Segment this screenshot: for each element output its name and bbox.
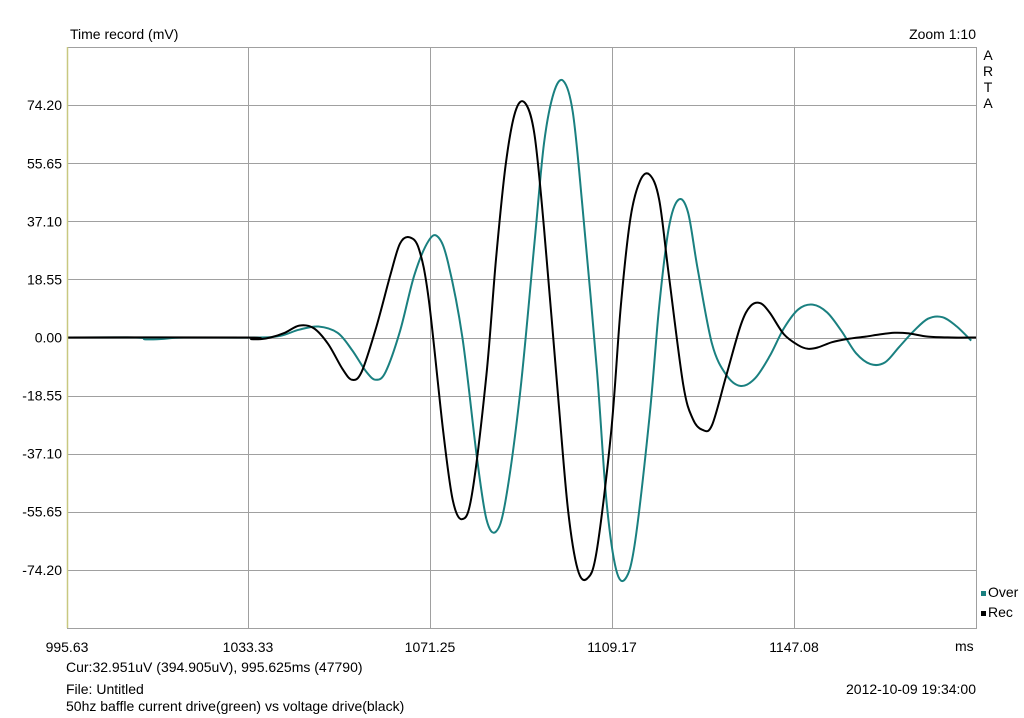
x-tick-label: 1109.17 — [587, 639, 637, 655]
y-tick-label: 0.00 — [35, 330, 62, 346]
y-tick-label: -18.55 — [22, 388, 62, 404]
brand-label: A R T A — [982, 47, 994, 111]
brand-letter: A — [983, 47, 993, 63]
file-name: File: Untitled — [66, 681, 144, 697]
x-axis-tick-labels: 995.63 1033.33 1071.25 1109.17 1147.08 — [46, 639, 819, 655]
x-axis-unit: ms — [955, 638, 974, 654]
legend-swatch-over — [981, 590, 986, 596]
zoom-label: Zoom 1:10 — [909, 26, 976, 42]
legend-label-rec: Rec — [988, 604, 1013, 620]
series-lines — [66, 78, 977, 583]
brand-letter: T — [983, 79, 993, 95]
x-tick-label: 1033.33 — [223, 639, 274, 655]
timestamp: 2012-10-09 19:34:00 — [846, 681, 976, 697]
y-tick-label: 55.65 — [27, 155, 62, 171]
brand-letter: A — [983, 95, 993, 111]
y-tick-label: -74.20 — [22, 562, 62, 578]
series-line-over — [66, 78, 972, 583]
measurement-note: 50hz baffle current drive(green) vs volt… — [66, 698, 405, 714]
legend-label-over: Over — [988, 584, 1019, 600]
legend-swatch-rec — [981, 610, 986, 616]
y-tick-label: 74.20 — [27, 97, 62, 113]
y-tick-label: 18.55 — [27, 271, 62, 287]
x-tick-label: 1071.25 — [405, 639, 456, 655]
chart-title: Time record (mV) — [70, 26, 179, 42]
y-axis-tick-labels: 74.20 55.65 37.10 18.55 0.00 -18.55 -37.10 -55.… — [22, 97, 62, 578]
y-tick-label: 37.10 — [27, 213, 62, 229]
cursor-readout: Cur:32.951uV (394.905uV), 995.625ms (477… — [66, 659, 363, 675]
brand-letter: R — [982, 63, 994, 79]
series-line-rec — [66, 100, 977, 581]
legend-item-over[interactable]: Over — [981, 584, 1018, 600]
x-tick-label: 1147.08 — [769, 639, 819, 655]
y-tick-label: -37.10 — [22, 446, 62, 462]
y-tick-label: -55.65 — [22, 504, 62, 520]
x-tick-label: 995.63 — [46, 639, 89, 655]
legend-item-rec[interactable]: Rec — [981, 604, 1013, 620]
